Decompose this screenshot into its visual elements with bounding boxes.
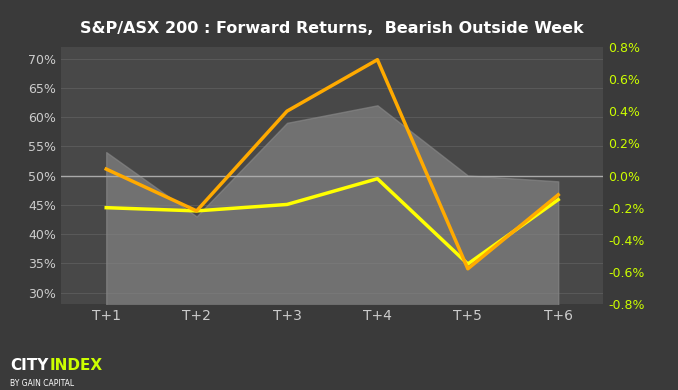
Text: INDEX: INDEX — [49, 358, 102, 374]
Text: CITY: CITY — [10, 358, 49, 374]
Title: S&P/ASX 200 : Forward Returns,  Bearish Outside Week: S&P/ASX 200 : Forward Returns, Bearish O… — [81, 21, 584, 36]
Text: BY GAIN CAPITAL: BY GAIN CAPITAL — [10, 379, 75, 388]
